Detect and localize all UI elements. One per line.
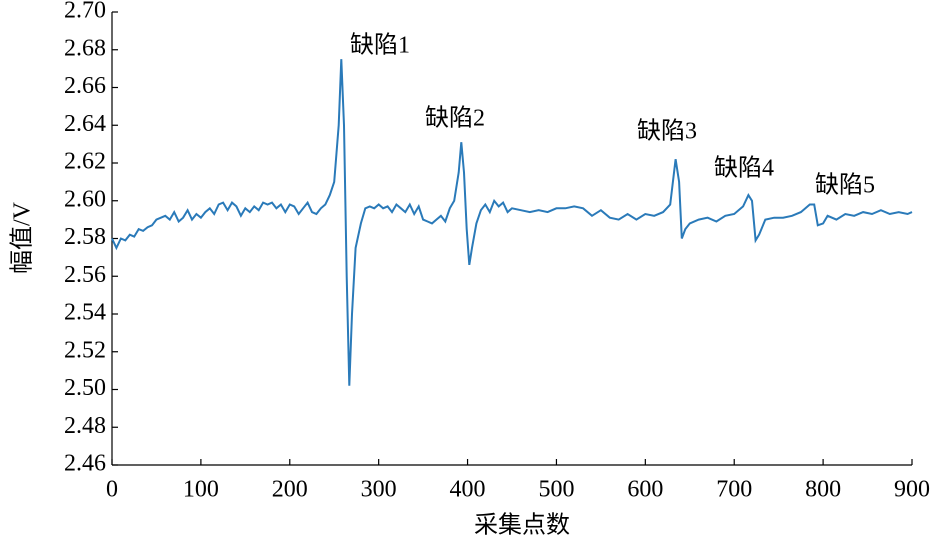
x-tick-label: 700 (716, 477, 752, 503)
x-tick-label: 100 (183, 477, 219, 503)
y-tick-label: 2.62 (64, 149, 106, 175)
y-axis-label: 幅值/V (9, 201, 36, 274)
annotation: 缺陷4 (714, 155, 774, 182)
y-tick-label: 2.70 (64, 0, 106, 24)
x-axis-label: 采集点数 (474, 512, 570, 539)
x-tick-label: 400 (450, 477, 486, 503)
annotation: 缺陷3 (637, 118, 697, 145)
x-tick-label: 500 (538, 477, 574, 503)
x-tick-label: 900 (894, 477, 930, 503)
data-line (111, 59, 913, 386)
y-tick-label: 2.56 (64, 262, 106, 288)
y-tick-label: 2.50 (64, 375, 106, 401)
y-tick-label: 2.46 (64, 451, 106, 477)
y-tick-label: 2.60 (64, 186, 106, 212)
annotation: 缺陷1 (350, 32, 410, 59)
y-tick-label: 2.52 (64, 337, 106, 363)
x-tick-label: 200 (272, 477, 308, 503)
x-tick-label: 300 (361, 477, 397, 503)
x-tick-label: 800 (805, 477, 841, 503)
annotation: 缺陷2 (425, 105, 485, 132)
y-tick-label: 2.58 (64, 224, 106, 250)
x-tick-label: 600 (627, 477, 663, 503)
y-tick-label: 2.68 (64, 35, 106, 61)
annotation: 缺陷5 (815, 172, 875, 199)
y-tick-label: 2.64 (64, 111, 106, 137)
y-tick-label: 2.48 (64, 413, 106, 439)
x-tick-label: 0 (106, 477, 118, 503)
y-tick-label: 2.66 (64, 73, 106, 99)
y-tick-label: 2.54 (64, 300, 106, 326)
